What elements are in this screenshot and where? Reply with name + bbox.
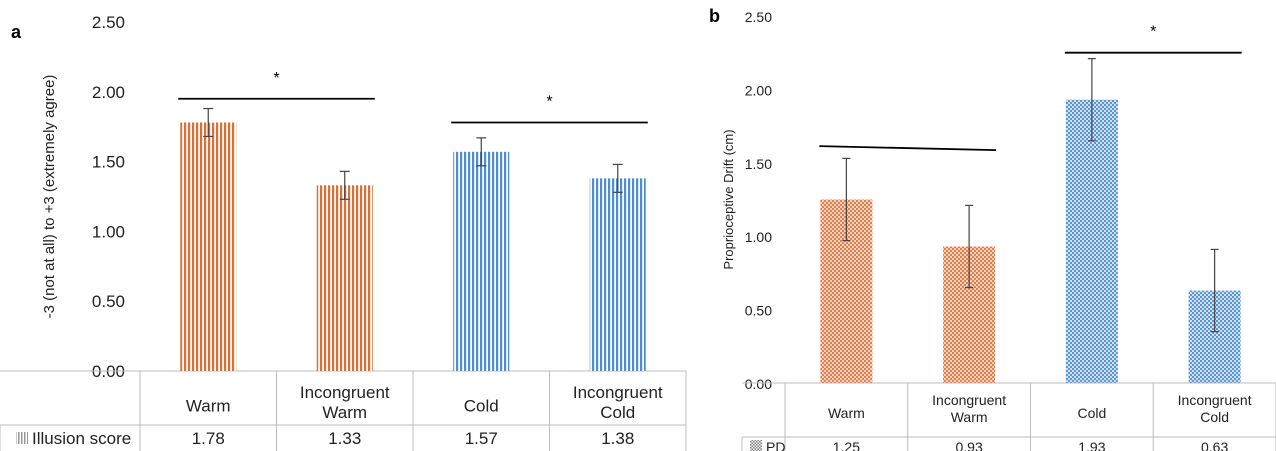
y-tick-label: 1.50 <box>745 156 772 172</box>
legend-swatch <box>750 440 762 451</box>
y-tick-label: 0.50 <box>745 303 772 319</box>
legend-series-name: PD <box>766 439 785 451</box>
significance-marker: * <box>1150 24 1156 41</box>
category-label: Cold <box>464 397 499 416</box>
y-tick-label: 0.00 <box>745 376 772 392</box>
table-value: 1.78 <box>192 429 225 448</box>
table-value: 0.63 <box>1201 439 1228 451</box>
table-value: 1.25 <box>833 439 860 451</box>
y-tick-label: 0.50 <box>92 292 125 311</box>
table-value: 1.57 <box>465 429 498 448</box>
category-label: Incongruent Cold <box>573 383 663 422</box>
category-label: Incongruent Warm <box>300 383 390 422</box>
legend-swatch <box>16 432 28 444</box>
y-tick-label: 2.00 <box>745 82 772 98</box>
bar <box>1065 99 1118 384</box>
bar <box>453 151 510 371</box>
y-tick-label: 2.50 <box>745 9 772 25</box>
panel-label: b <box>709 6 720 26</box>
category-label: Warm <box>186 397 231 416</box>
table-value: 0.93 <box>956 439 983 451</box>
y-axis-label: -3 (not at all) to +3 (extremely agree) <box>41 75 58 319</box>
y-tick-label: 1.00 <box>92 222 125 241</box>
legend-series-name: Illusion score <box>32 429 131 448</box>
category-label: Incongruent Cold <box>1178 392 1252 425</box>
significance-line <box>819 145 997 152</box>
table-value: 1.93 <box>1078 439 1105 451</box>
bar <box>589 178 646 371</box>
y-tick-label: 1.00 <box>745 229 772 245</box>
chart-panel-a: a0.000.501.001.502.002.50-3 (not at all)… <box>0 13 687 451</box>
table-value: 1.33 <box>328 429 361 448</box>
bar <box>180 122 237 372</box>
category-label: Cold <box>1077 405 1106 421</box>
y-tick-label: 1.50 <box>92 153 125 172</box>
y-axis-label: Proprioceptive Drift (cm) <box>721 129 736 269</box>
panel-label: a <box>11 22 22 42</box>
significance-marker: * <box>273 70 279 87</box>
y-tick-label: 2.00 <box>92 83 125 102</box>
bar <box>316 185 373 371</box>
significance-marker: * <box>546 94 552 111</box>
category-label: Incongruent Warm <box>932 392 1006 425</box>
y-tick-label: 2.50 <box>92 13 125 32</box>
category-label: Warm <box>828 405 865 421</box>
table-value: 1.38 <box>601 429 634 448</box>
chart-panel-b: b 0.00 0.50 1.00 1.50 2.00 2.50 Proprioceptive … <box>709 6 1276 451</box>
